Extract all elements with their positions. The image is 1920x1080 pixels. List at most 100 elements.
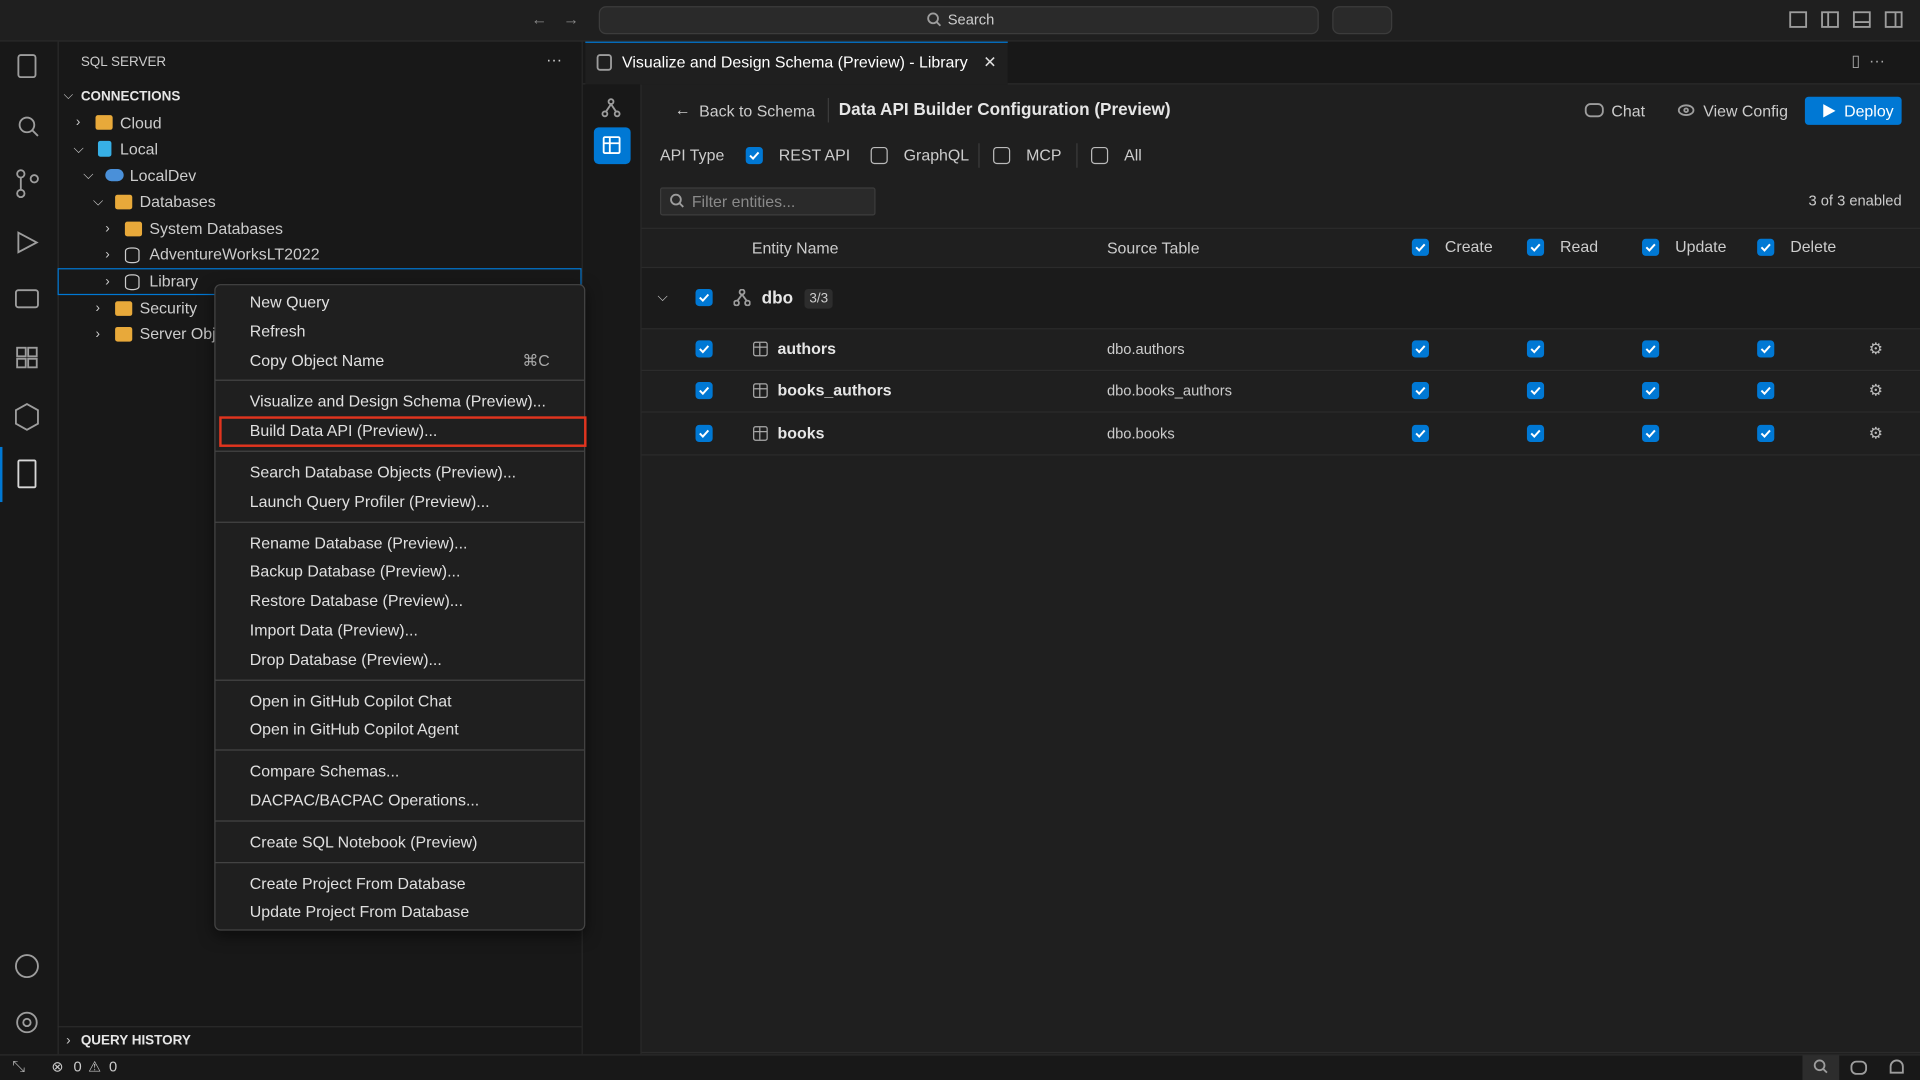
settings-gear[interactable]: ⚙ <box>1868 339 1883 358</box>
menu-item[interactable]: Create SQL Notebook (Preview) <box>249 832 478 851</box>
deploy-button[interactable] <box>1804 96 1902 125</box>
graphic <box>607 98 615 105</box>
error-count[interactable]: 0 <box>73 1057 82 1076</box>
schema-count: 3/3 <box>804 288 834 309</box>
graphic <box>14 289 39 309</box>
menu-item[interactable]: Rename Database (Preview)... <box>249 533 468 552</box>
menu-item[interactable]: Search Database Objects (Preview)... <box>249 462 517 482</box>
permission-checkbox[interactable] <box>1411 340 1429 358</box>
column-checkbox[interactable] <box>1642 238 1660 256</box>
menu-item[interactable]: Copy Object Name <box>249 350 385 370</box>
view-config-button[interactable]: View Config <box>1703 101 1788 120</box>
permission-checkbox[interactable] <box>1757 340 1775 358</box>
graphic <box>27 346 38 358</box>
graphic <box>605 103 612 112</box>
graphic <box>738 288 746 296</box>
row-checkbox[interactable] <box>695 424 713 442</box>
tab-title[interactable]: Visualize and Design Schema (Preview) - … <box>622 52 968 72</box>
editor-actions[interactable]: ▯ ··· <box>1851 51 1885 70</box>
view-icon <box>1677 104 1695 117</box>
search-box[interactable] <box>598 6 1319 35</box>
zoom-indicator[interactable] <box>1802 1055 1840 1080</box>
graphic <box>596 54 612 71</box>
tree-item[interactable]: System Databases <box>149 219 283 238</box>
menu-item[interactable]: Update Project From Database <box>249 902 470 922</box>
permission-checkbox[interactable] <box>1757 424 1775 442</box>
permission-checkbox[interactable] <box>1526 382 1545 400</box>
api-type-checkbox[interactable] <box>993 146 1011 165</box>
status-icons[interactable] <box>1812 1058 1910 1078</box>
row-checkbox[interactable] <box>695 340 713 358</box>
tree-item[interactable]: AdventureWorksLT2022 <box>149 244 320 264</box>
warning-icon[interactable]: ⚠ <box>88 1057 102 1076</box>
remote-indicator[interactable]: ⤡ <box>12 1056 25 1076</box>
dab-tool-active[interactable] <box>593 127 631 165</box>
tree-item[interactable]: LocalDev <box>129 166 197 185</box>
menu-item[interactable]: Backup Database (Preview)... <box>249 562 461 581</box>
menu-item[interactable]: DACPAC/BACPAC Operations... <box>249 791 480 810</box>
schema-chevron[interactable]: ⌵ <box>657 290 668 305</box>
filter-input[interactable] <box>660 187 876 216</box>
menu-item[interactable]: Restore Database (Preview)... <box>249 591 464 611</box>
column-checkbox[interactable] <box>1526 238 1545 256</box>
api-type-checkbox[interactable] <box>1091 146 1109 165</box>
api-type-checkbox[interactable] <box>870 146 888 165</box>
permission-checkbox[interactable] <box>1757 382 1775 400</box>
menu-item[interactable]: Compare Schemas... <box>249 761 400 781</box>
menu-item[interactable]: Open in GitHub Copilot Chat <box>249 691 452 710</box>
column-checkbox[interactable] <box>1411 238 1429 256</box>
layout-icons[interactable] <box>1788 11 1910 31</box>
nav-forward[interactable]: → <box>563 9 580 29</box>
nav-back[interactable]: ← <box>531 9 548 29</box>
query-history-header[interactable]: QUERY HISTORY <box>80 1033 191 1049</box>
tree-item[interactable]: Local <box>120 139 159 158</box>
tree-item[interactable]: Library <box>149 271 199 291</box>
tree-item[interactable]: Databases <box>139 192 216 211</box>
menu-item[interactable]: Visualize and Design Schema (Preview)... <box>249 392 546 411</box>
permission-checkbox[interactable] <box>1526 340 1545 358</box>
menu-item[interactable]: Create Project From Database <box>249 873 466 893</box>
menu-item[interactable]: Refresh <box>249 321 306 341</box>
back-button[interactable]: ← <box>674 100 691 119</box>
tree-item[interactable]: Security <box>139 298 198 318</box>
copilot-button[interactable] <box>1332 6 1393 35</box>
menu-item[interactable]: Drop Database (Preview)... <box>249 649 442 669</box>
warning-count[interactable]: 0 <box>108 1057 118 1076</box>
connections-header[interactable]: CONNECTIONS <box>80 89 181 105</box>
tab-close[interactable]: ✕ <box>983 52 997 72</box>
api-type-checkbox[interactable] <box>745 146 763 165</box>
permission-checkbox[interactable] <box>1642 340 1660 358</box>
graphic <box>741 293 748 302</box>
graphic <box>16 1011 38 1034</box>
row-checkbox[interactable] <box>695 382 713 400</box>
schema-tool[interactable] <box>601 98 621 118</box>
tree-item[interactable]: Server Obj <box>139 324 216 343</box>
more-actions[interactable]: ··· <box>546 50 563 69</box>
highlight-box <box>219 416 587 447</box>
permission-checkbox[interactable] <box>1411 382 1429 400</box>
graphic <box>1415 243 1426 252</box>
deploy-label[interactable]: Deploy <box>1844 101 1894 120</box>
menu-item[interactable]: Open in GitHub Copilot Agent <box>249 720 459 739</box>
settings-gear[interactable]: ⚙ <box>1868 381 1883 400</box>
menu-item[interactable]: New Query <box>249 292 330 312</box>
permission-checkbox[interactable] <box>1642 382 1660 400</box>
entity-name: authors <box>777 339 836 358</box>
schema-checkbox[interactable] <box>695 288 713 307</box>
back-label[interactable]: Back to Schema <box>699 101 816 120</box>
menu-item[interactable]: Import Data (Preview)... <box>249 620 418 640</box>
menu-item[interactable]: Launch Query Profiler (Preview)... <box>249 491 490 511</box>
activity-icons[interactable] <box>12 51 46 1043</box>
tree-item[interactable]: Cloud <box>120 113 162 133</box>
menu-item[interactable]: Build Data API (Preview)... <box>249 421 438 440</box>
column-checkbox[interactable] <box>1757 238 1775 256</box>
active-tab[interactable] <box>585 41 1008 85</box>
chat-button[interactable]: Chat <box>1611 101 1646 120</box>
error-icon[interactable]: ⊗ <box>51 1057 64 1076</box>
permission-checkbox[interactable] <box>1642 424 1660 442</box>
permission-checkbox[interactable] <box>1411 424 1429 442</box>
permission-checkbox[interactable] <box>1526 424 1545 442</box>
settings-gear[interactable]: ⚙ <box>1868 423 1883 442</box>
db-icon <box>124 274 140 291</box>
editor-body <box>582 84 1920 1055</box>
